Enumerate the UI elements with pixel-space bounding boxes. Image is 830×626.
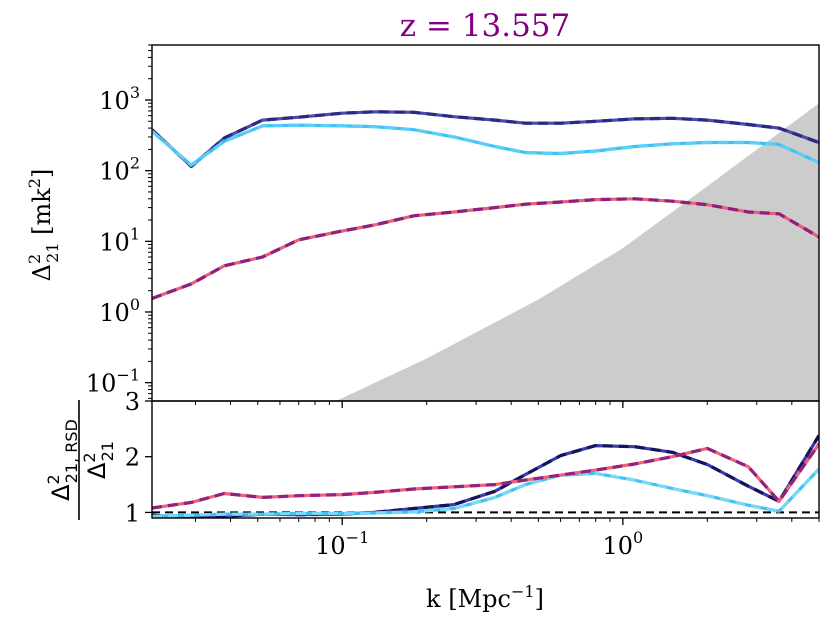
tick-base: 10 bbox=[99, 158, 130, 186]
series-dash-red-magenta-ratio bbox=[152, 442, 819, 510]
den-delta: Δ bbox=[83, 462, 111, 479]
tick-exp: −1 bbox=[116, 366, 140, 385]
shaded-region bbox=[336, 103, 819, 401]
series-line-dark-blue-ratio bbox=[152, 434, 819, 518]
series-line-light-blue-ratio bbox=[152, 467, 819, 518]
top-x-ticks bbox=[194, 401, 820, 408]
x-tick-label: 10−1 bbox=[315, 528, 369, 560]
tick-base: 10 bbox=[99, 228, 130, 256]
series-dash-light-blue-pair bbox=[152, 123, 819, 167]
tick-exp: 0 bbox=[633, 528, 643, 547]
top-y-axis-label: Δ221 [mk2] bbox=[25, 169, 62, 282]
tick-base: 10 bbox=[86, 370, 117, 398]
x-tick-label: 100 bbox=[602, 528, 643, 560]
y-tick-label: 10−1 bbox=[86, 366, 140, 398]
y-tick-label: 1 bbox=[125, 499, 140, 527]
tick-exp: 1 bbox=[130, 224, 140, 243]
series-dash-dark-blue-pair bbox=[152, 110, 819, 168]
y-tick-label: 3 bbox=[125, 388, 140, 416]
x-axis-label: k [Mpc−1] bbox=[426, 582, 544, 613]
y-tick-label: 101 bbox=[99, 224, 140, 256]
tick-base: 10 bbox=[602, 532, 633, 560]
xlabel-close: ] bbox=[535, 585, 544, 613]
num-exp: 2 bbox=[44, 474, 63, 484]
y-tick-label: 103 bbox=[99, 83, 140, 115]
ratio-denominator: Δ221 bbox=[80, 441, 117, 479]
num-sub: 21, RSD bbox=[62, 419, 81, 483]
series-dash-dark-blue-ratio bbox=[152, 434, 819, 518]
y-tick-label: 100 bbox=[99, 295, 140, 327]
tick-exp: 3 bbox=[130, 83, 140, 102]
bottom-x-ticks: 10−1 100 bbox=[194, 518, 820, 560]
xlabel-main: k [Mpc bbox=[426, 585, 511, 613]
den-exp: 2 bbox=[80, 452, 99, 462]
den-sub: 21 bbox=[98, 441, 117, 461]
xlabel-exp: −1 bbox=[511, 582, 535, 601]
ylabel-sub: 21 bbox=[43, 242, 62, 262]
tick-exp: 2 bbox=[130, 154, 140, 173]
bottom-axes-frame bbox=[151, 400, 820, 519]
bottom-y-ticks: 1 2 3 bbox=[125, 388, 152, 527]
tick-exp: 0 bbox=[130, 295, 140, 314]
bottom-series-group bbox=[152, 434, 819, 518]
y-tick-label: 102 bbox=[99, 154, 140, 186]
tick-base: 10 bbox=[99, 87, 130, 115]
ratio-numerator: Δ221, RSD bbox=[44, 419, 81, 501]
bottom-y-axis-label: Δ221, RSD Δ221 bbox=[44, 400, 117, 520]
top-series-group bbox=[152, 110, 819, 300]
tick-base: 10 bbox=[99, 299, 130, 327]
ylabel-unit: [mk bbox=[28, 188, 56, 243]
ylabel-delta: Δ bbox=[28, 264, 56, 281]
ylabel-unit-close: ] bbox=[28, 169, 56, 178]
y-tick-label: 2 bbox=[125, 444, 140, 472]
series-dash-light-blue-ratio bbox=[152, 467, 819, 518]
ylabel-exp: 2 bbox=[25, 254, 44, 264]
ylabel-unit-exp: 2 bbox=[25, 178, 44, 188]
tick-base: 10 bbox=[315, 532, 346, 560]
chart-title: z = 13.557 bbox=[400, 8, 571, 44]
tick-exp: −1 bbox=[346, 528, 370, 547]
num-delta: Δ bbox=[47, 484, 75, 501]
bottom-panel: 123 10−1 100 bbox=[125, 388, 820, 560]
series-dash-red-magenta-pair bbox=[152, 197, 819, 300]
